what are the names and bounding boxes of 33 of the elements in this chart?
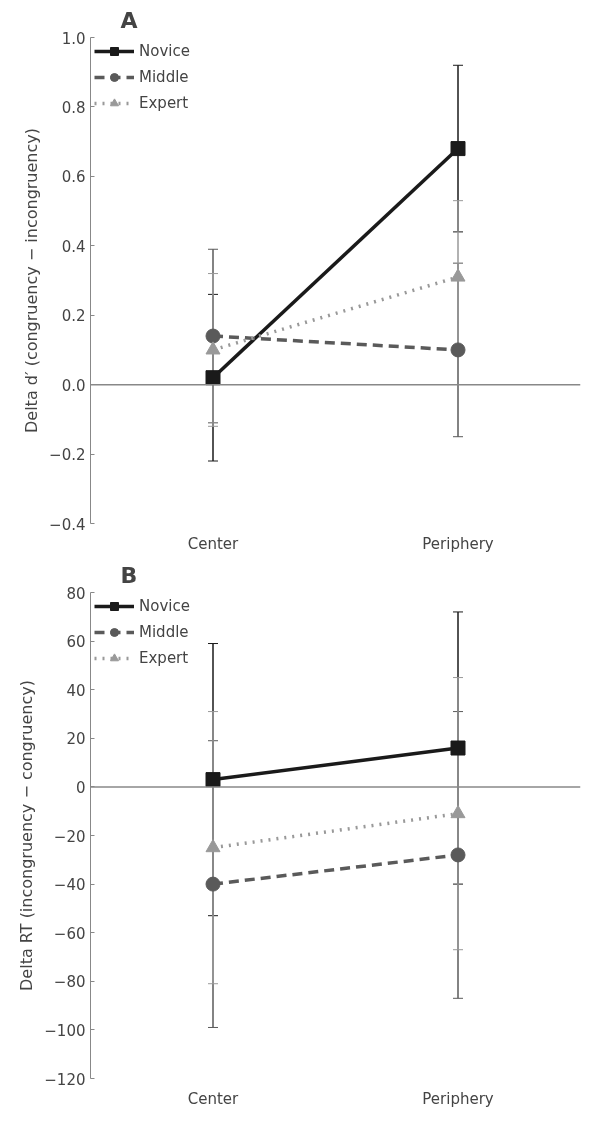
legend-label: Expert [139, 649, 189, 667]
y-tick-label: 40 [66, 681, 86, 700]
y-tick-label: 20 [66, 730, 86, 749]
legend-label: Novice [139, 42, 190, 60]
legend-label: Middle [139, 68, 189, 86]
y-tick-label: −0.2 [49, 446, 86, 465]
chart-title: A [120, 7, 138, 33]
x-tick-label: Center [187, 534, 240, 553]
y-tick-label: −80 [53, 973, 86, 992]
y-tick-label: 0.8 [61, 98, 86, 117]
legend-label: Expert [139, 94, 189, 112]
x-tick-label: Periphery [422, 1089, 494, 1108]
y-tick-label: −60 [53, 924, 86, 943]
y-tick-label: −20 [53, 827, 86, 846]
y-tick-label: 1.0 [61, 29, 86, 48]
y-tick-label: −100 [44, 1021, 86, 1040]
y-tick-label: −0.4 [49, 515, 86, 534]
legend-label: Novice [139, 597, 190, 615]
y-tick-label: −40 [53, 876, 86, 895]
y-tick-label: 0.2 [61, 307, 86, 326]
y-tick-label: −120 [44, 1070, 86, 1089]
x-tick-label: Center [187, 1089, 240, 1108]
chart-title: B [120, 562, 138, 588]
x-tick-label: Periphery [422, 534, 494, 553]
y-axis-title: Delta RT (incongruency − congruency) [17, 680, 37, 991]
y-tick-label: 0 [75, 778, 86, 797]
y-tick-label: 80 [66, 584, 86, 603]
y-tick-label: 60 [66, 633, 86, 652]
y-tick-label: 0.6 [61, 168, 86, 187]
y-tick-label: 0.4 [61, 237, 86, 256]
legend-label: Middle [139, 623, 189, 641]
y-tick-label: 0.0 [61, 376, 86, 395]
y-axis-title: Delta d′ (congruency − incongruency) [22, 128, 42, 433]
